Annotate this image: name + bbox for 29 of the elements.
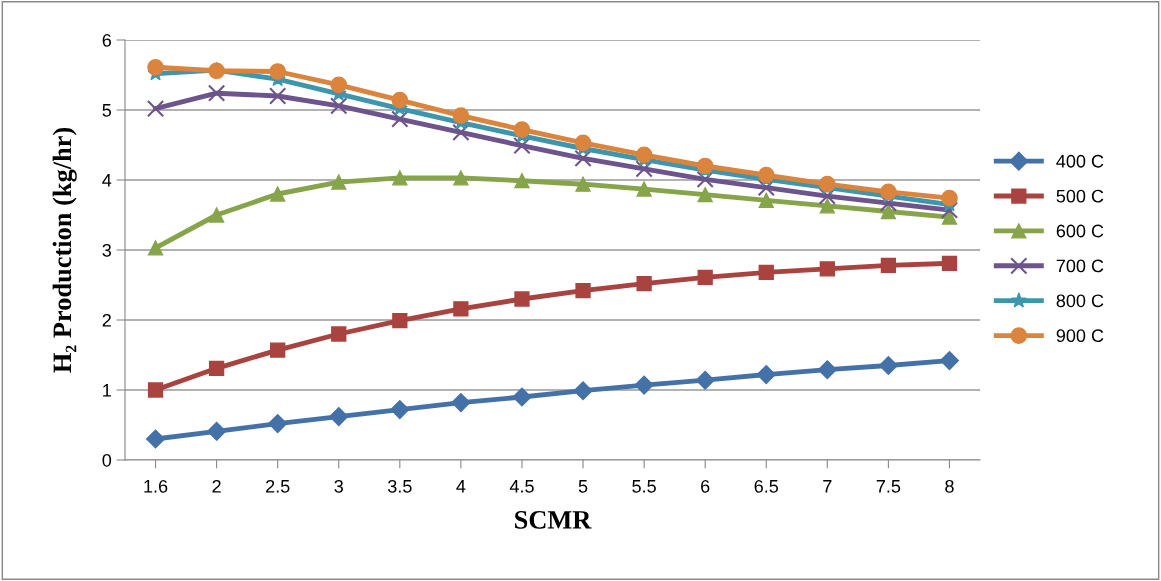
x-tick-label: 3 <box>334 479 343 493</box>
x-tick-label: 3.5 <box>387 479 412 493</box>
x-tick-label: 6.5 <box>754 479 779 493</box>
x-tick-label: 2.5 <box>266 479 290 493</box>
legend-label: 400 C <box>1056 154 1104 168</box>
y-tick-label: 4 <box>102 174 112 187</box>
x-tick-label: 1.6 <box>144 479 168 493</box>
y-axis-title: H₂ Production (kg/hr) <box>52 127 77 373</box>
x-tick-label: 2 <box>212 479 221 493</box>
y-tick-label: 1 <box>103 384 111 397</box>
x-tick-label: 4 <box>456 480 466 493</box>
legend-label: 500 C <box>1056 189 1104 203</box>
y-tick-label: 3 <box>102 243 112 257</box>
x-tick-label: 7.5 <box>876 480 901 493</box>
y-tick-label: 0 <box>102 453 112 467</box>
x-tick-label: 7 <box>823 480 832 493</box>
x-tick-label: 5 <box>578 480 588 493</box>
legend-label: 900 C <box>1056 329 1104 343</box>
x-axis-title: SCMR <box>515 511 592 529</box>
x-tick-label: 5.5 <box>632 480 656 493</box>
y-tick-label: 2 <box>102 313 111 327</box>
x-tick-label: 4.5 <box>509 480 534 493</box>
legend-label: 600 C <box>1056 224 1104 238</box>
y-tick-label: 5 <box>102 104 112 117</box>
y-tick-label: 6 <box>102 33 112 47</box>
x-tick-label: 6 <box>701 479 710 493</box>
legend-label: 800 C <box>1056 294 1104 308</box>
legend-label: 700 C <box>1056 259 1104 273</box>
x-tick-label: 8 <box>945 479 954 493</box>
